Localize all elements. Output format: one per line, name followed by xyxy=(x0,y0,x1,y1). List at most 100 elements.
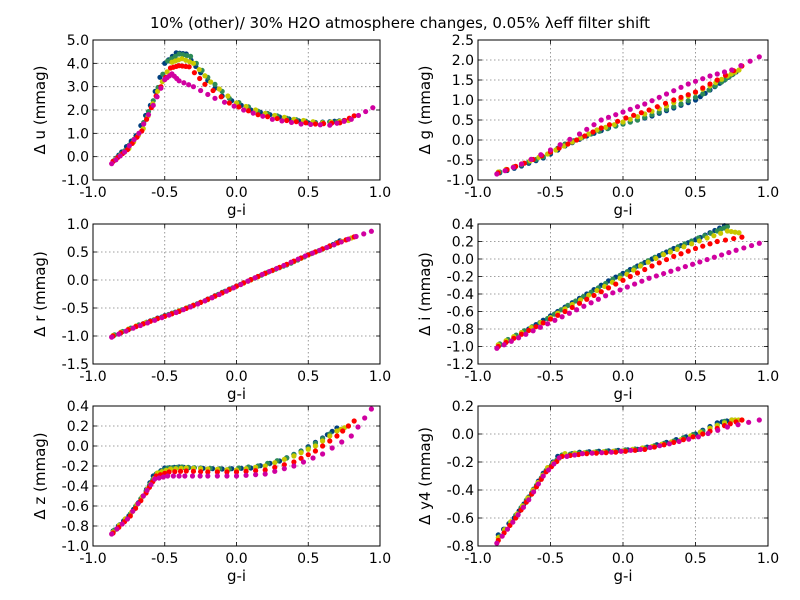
data-point xyxy=(183,468,189,474)
data-point xyxy=(620,119,626,125)
y-tick-label: 2.0 xyxy=(67,103,89,119)
data-point xyxy=(284,117,290,124)
y-tick-label: 0.0 xyxy=(67,150,89,166)
data-point xyxy=(599,450,605,456)
data-point xyxy=(586,131,592,137)
data-point xyxy=(671,88,677,94)
data-point xyxy=(329,445,335,451)
data-point xyxy=(197,473,203,479)
data-point xyxy=(158,85,164,91)
data-point xyxy=(593,450,600,456)
series-5 xyxy=(109,71,376,167)
data-point xyxy=(186,64,192,70)
data-point xyxy=(300,459,307,465)
data-point xyxy=(739,417,745,423)
data-point xyxy=(216,86,222,92)
data-point xyxy=(719,252,725,258)
data-point xyxy=(692,89,699,95)
y-axis-label: Δ u (mmag) xyxy=(31,66,49,155)
data-point xyxy=(130,508,136,514)
y-tick-label: -0.6 xyxy=(447,305,474,321)
data-point xyxy=(208,79,214,85)
data-point xyxy=(649,263,655,269)
subplot-5: -1.0 -0.5 0.0 0.5 1.0 -1.0 -0.8 -0.6 -0.4 -0.2 0.0… xyxy=(31,399,391,585)
data-point xyxy=(148,482,154,488)
data-point xyxy=(692,94,699,100)
data-point xyxy=(523,331,529,337)
data-point xyxy=(724,228,731,234)
data-point xyxy=(631,112,637,118)
data-point xyxy=(615,118,621,124)
subplot-6: -1.0 -0.5 0.0 0.5 1.0 -0.8 -0.6 -0.4 -0.2 0.0 0.2 g… xyxy=(416,399,779,585)
data-point xyxy=(637,446,644,452)
data-point xyxy=(291,459,297,465)
data-point xyxy=(159,315,165,321)
data-point xyxy=(556,455,562,461)
data-point xyxy=(501,342,507,348)
subplot-1: -1.0 -0.5 0.0 0.5 1.0 -1.0 0.0 1.0 2.0 3.0 4.0 5.0 g… xyxy=(31,33,391,219)
data-point xyxy=(225,93,231,99)
data-point xyxy=(216,291,222,298)
data-point xyxy=(678,84,684,90)
data-point xyxy=(320,451,326,457)
data-point xyxy=(711,254,717,260)
data-point xyxy=(535,481,542,487)
data-point xyxy=(605,114,612,120)
y-tick-label: -0.4 xyxy=(447,287,474,303)
data-point xyxy=(731,235,737,242)
data-point xyxy=(131,136,137,143)
data-point xyxy=(728,228,734,235)
data-points xyxy=(109,406,374,537)
data-point xyxy=(197,75,203,82)
y-tick-label: -1.0 xyxy=(447,340,474,356)
data-point xyxy=(182,473,188,479)
data-point xyxy=(494,345,500,351)
data-point xyxy=(706,87,712,93)
y-tick-label: -0.2 xyxy=(447,270,474,286)
y-tick-label: 1.0 xyxy=(452,93,474,109)
data-point xyxy=(259,271,265,277)
data-point xyxy=(241,107,247,113)
data-point xyxy=(341,118,347,124)
data-point xyxy=(700,76,706,82)
data-point xyxy=(559,314,565,320)
data-point xyxy=(718,230,724,236)
data-point xyxy=(124,516,131,522)
data-point xyxy=(721,69,728,75)
data-point xyxy=(537,324,543,330)
data-point xyxy=(651,444,658,450)
data-point xyxy=(173,309,179,316)
data-point xyxy=(191,70,198,76)
data-point xyxy=(218,94,224,100)
data-point xyxy=(605,285,612,291)
data-point xyxy=(152,317,158,323)
data-point xyxy=(552,317,558,323)
data-point xyxy=(202,298,208,304)
y-tick-label: -0.6 xyxy=(62,499,89,515)
data-point xyxy=(540,320,546,326)
data-point xyxy=(116,331,122,337)
data-point xyxy=(756,240,762,246)
data-point xyxy=(653,255,659,262)
data-point xyxy=(624,284,630,290)
y-tick-label: 3.0 xyxy=(67,80,89,96)
data-point xyxy=(595,296,601,302)
x-tick-label: -0.5 xyxy=(151,185,178,201)
data-point xyxy=(674,246,680,252)
x-tick-label: 0.0 xyxy=(225,185,247,201)
data-point xyxy=(692,78,699,84)
data-point xyxy=(170,473,176,479)
data-point xyxy=(631,267,637,273)
data-point xyxy=(221,99,228,105)
series-5 xyxy=(494,240,762,351)
data-point xyxy=(279,118,285,124)
x-tick-label: -1.0 xyxy=(79,551,106,567)
data-point xyxy=(565,141,571,147)
data-point xyxy=(165,473,171,479)
data-point xyxy=(642,101,648,107)
data-point xyxy=(707,241,713,247)
data-point xyxy=(545,467,552,473)
data-point xyxy=(714,238,720,245)
y-tick-label: -0.8 xyxy=(447,322,474,338)
y-tick-label: -1.0 xyxy=(447,173,474,189)
